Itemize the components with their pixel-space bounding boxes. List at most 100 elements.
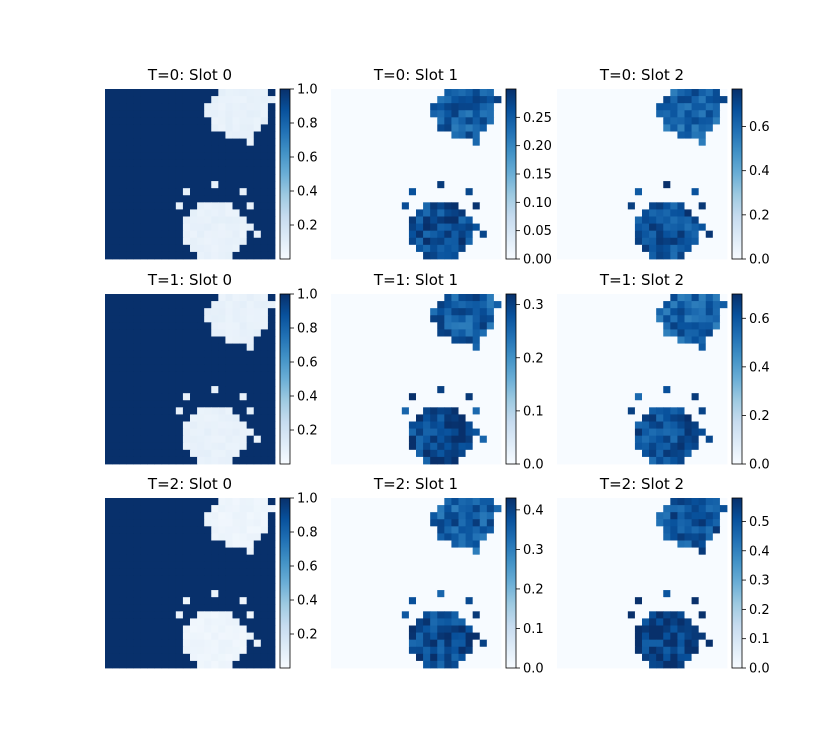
heatmap-cell	[175, 152, 184, 161]
heatmap-cell	[649, 393, 657, 401]
heatmap-cell	[599, 414, 607, 422]
heatmap-cell	[634, 442, 643, 451]
heatmap-cell	[260, 421, 269, 429]
heatmap-cell	[140, 350, 148, 359]
heatmap-cell	[408, 131, 417, 139]
heatmap-cell	[154, 124, 163, 132]
heatmap-cell	[493, 386, 502, 394]
heatmap-cell	[571, 350, 579, 359]
heatmap-cell	[112, 393, 120, 401]
heatmap-cell	[458, 209, 466, 217]
heatmap-cell	[578, 568, 586, 577]
heatmap-cell	[578, 152, 586, 161]
heatmap-cell	[493, 174, 502, 182]
heatmap-cell	[691, 138, 700, 147]
heatmap-cell	[105, 364, 113, 373]
heatmap-cell	[232, 435, 240, 444]
heatmap-cell	[161, 174, 170, 182]
heatmap-cell	[352, 364, 360, 373]
heatmap-cell	[112, 89, 120, 97]
heatmap-cell	[486, 131, 495, 139]
heatmap-cell	[670, 195, 678, 203]
heatmap-cell	[642, 407, 650, 415]
heatmap-cell	[458, 110, 466, 118]
heatmap-cell	[613, 519, 622, 527]
heatmap-cell	[373, 540, 381, 548]
heatmap-cell	[627, 166, 636, 175]
heatmap-cell	[253, 195, 262, 203]
heatmap-cell	[352, 456, 360, 465]
heatmap-cell	[133, 152, 141, 161]
heatmap-cell	[465, 117, 474, 125]
heatmap-cell	[493, 407, 502, 415]
heatmap-cell	[260, 618, 269, 626]
heatmap-cell	[387, 138, 396, 147]
heatmap-cell	[112, 350, 120, 359]
colorbar	[731, 88, 743, 260]
heatmap-cell	[352, 152, 360, 161]
heatmap-cell	[642, 223, 650, 232]
heatmap-cell	[663, 498, 671, 506]
heatmap-cell	[408, 547, 417, 556]
heatmap-cell	[670, 131, 678, 139]
heatmap-cell	[211, 301, 219, 309]
heatmap-cell	[197, 632, 205, 641]
heatmap-cell	[161, 152, 170, 161]
heatmap-cell	[465, 646, 474, 655]
heatmap-cell	[401, 611, 410, 619]
heatmap-cell	[105, 131, 113, 139]
heatmap-cell	[380, 371, 389, 380]
heatmap-cell	[239, 110, 248, 118]
heatmap-cell	[592, 456, 600, 465]
heatmap-cell	[557, 456, 565, 465]
heatmap-cell	[493, 625, 502, 633]
heatmap-cell	[331, 244, 339, 253]
heatmap-cell	[225, 561, 233, 570]
heatmap-cell	[154, 329, 163, 337]
heatmap-cell	[239, 244, 248, 253]
heatmap-cell	[592, 336, 600, 344]
heatmap-cell	[620, 308, 629, 316]
heatmap-cell	[126, 393, 134, 401]
heatmap-cell	[408, 575, 417, 584]
heatmap-cell	[691, 216, 700, 224]
heatmap-cell	[218, 138, 226, 147]
heatmap-cell	[359, 625, 367, 633]
heatmap-cell	[479, 209, 488, 217]
heatmap-cell	[578, 195, 586, 203]
heatmap-cell	[253, 561, 262, 570]
heatmap-cell	[634, 435, 643, 444]
heatmap-cell	[606, 336, 615, 344]
heatmap-cell	[218, 364, 226, 373]
heatmap-cell	[246, 393, 255, 401]
heatmap-cell	[656, 216, 664, 224]
heatmap-cell	[451, 590, 459, 598]
heatmap-cell	[719, 554, 728, 563]
heatmap-cell	[204, 618, 212, 626]
heatmap-cell	[387, 124, 396, 132]
heatmap-cell	[691, 407, 700, 415]
heatmap-cell	[691, 237, 700, 246]
heatmap-cell	[416, 547, 424, 556]
heatmap-cell	[267, 244, 276, 253]
heatmap-cell	[260, 407, 269, 415]
heatmap-cell	[423, 533, 431, 541]
heatmap-cell	[606, 498, 615, 506]
heatmap-cell	[677, 110, 685, 118]
heatmap-cell	[642, 301, 650, 309]
heatmap-cell	[451, 96, 459, 104]
heatmap-cell	[352, 660, 360, 669]
heatmap-cell	[649, 202, 657, 210]
heatmap-cell	[211, 561, 219, 570]
heatmap-cell	[175, 322, 184, 330]
heatmap-cell	[119, 103, 127, 111]
heatmap-cell	[458, 131, 466, 139]
heatmap-cell	[627, 195, 636, 203]
heatmap-cell	[670, 512, 678, 520]
heatmap-cell	[677, 96, 685, 104]
heatmap-cell	[133, 124, 141, 132]
heatmap-cell	[705, 237, 714, 246]
heatmap-cell	[620, 435, 629, 444]
heatmap-cell	[444, 124, 452, 132]
heatmap-cell	[444, 618, 452, 626]
